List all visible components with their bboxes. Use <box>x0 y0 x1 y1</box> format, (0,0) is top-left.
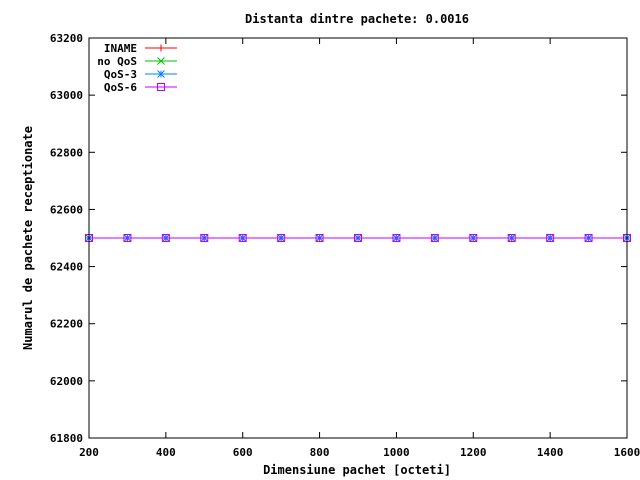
x-tick-label: 400 <box>156 446 176 459</box>
y-tick-label: 62400 <box>50 261 83 274</box>
axis-ticks: 200 400 600 800 1000 1200 1400 1600 61800 62000 62… <box>50 32 640 459</box>
data-point-qos-6 <box>546 234 555 242</box>
data-point-qos-6 <box>238 234 247 242</box>
x-tick-label: 1600 <box>614 446 640 459</box>
legend-item-iname: INAME <box>104 42 177 55</box>
legend-marker-qos-6 <box>157 83 165 91</box>
x-tick-label: 600 <box>233 446 253 459</box>
data-point-qos-6 <box>200 234 209 242</box>
legend-marker-iname <box>157 44 165 52</box>
legend-label-qos-6: QoS-6 <box>104 81 137 94</box>
legend-label-iname: INAME <box>104 42 137 55</box>
data-point-qos-6 <box>507 234 516 242</box>
legend-label-no-qos: no QoS <box>97 55 137 68</box>
y-tick-label: 63200 <box>50 32 83 45</box>
y-tick-label: 62800 <box>50 146 83 159</box>
data-point-qos-6 <box>277 234 286 242</box>
y-tick-label: 63000 <box>50 89 83 102</box>
legend-item-no-qos: no QoS <box>97 55 177 68</box>
legend-marker-no-qos <box>157 57 165 65</box>
legend-item-qos-3: QoS-3 <box>104 68 177 81</box>
y-tick-label: 61800 <box>50 432 83 445</box>
y-tick-label: 62600 <box>50 203 83 216</box>
y-tick-label: 62200 <box>50 318 83 331</box>
x-tick-label: 1200 <box>460 446 487 459</box>
x-axis-label: Dimensiune pachet [octeti] <box>263 463 451 477</box>
legend-marker-qos-3 <box>157 70 165 78</box>
data-point-qos-6 <box>584 234 593 242</box>
data-point-qos-6 <box>315 234 324 242</box>
y-axis-label: Numarul de pachete receptionate <box>21 126 35 350</box>
x-tick-label: 800 <box>310 446 330 459</box>
x-tick-label: 200 <box>79 446 99 459</box>
data-point-qos-6 <box>392 234 401 242</box>
data-point-qos-6 <box>123 234 132 242</box>
y-tick-label: 62000 <box>50 375 83 388</box>
data-point-qos-6 <box>430 234 439 242</box>
data-point-qos-6 <box>354 234 362 242</box>
chart-title: Distanta dintre pachete: 0.0016 <box>245 12 469 26</box>
plot-frame <box>88 37 628 439</box>
x-tick-label: 1400 <box>537 446 564 459</box>
legend-item-qos-6: QoS-6 <box>104 81 177 94</box>
legend-label-qos-3: QoS-3 <box>104 68 137 81</box>
x-tick-label: 1000 <box>383 446 410 459</box>
data-point-qos-6 <box>469 234 478 242</box>
data-point-qos-6 <box>161 234 170 242</box>
